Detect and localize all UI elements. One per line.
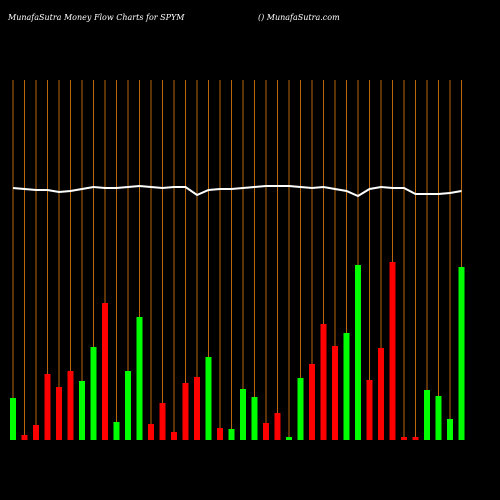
bar <box>205 357 212 440</box>
bar <box>251 397 258 440</box>
bar <box>171 432 177 440</box>
money-flow-line <box>12 184 462 198</box>
bar <box>159 403 166 440</box>
bar <box>136 317 143 440</box>
bar <box>10 398 16 440</box>
bar <box>343 333 350 440</box>
bar <box>286 437 292 440</box>
bar <box>401 437 407 440</box>
bar <box>67 371 74 440</box>
bar <box>21 435 28 440</box>
bar <box>90 347 97 440</box>
bar <box>297 378 304 440</box>
bar <box>366 380 373 440</box>
bar <box>240 389 246 440</box>
chart-title: MunafaSutra Money Flow Charts for SPYM <box>7 13 185 22</box>
bar <box>148 424 154 440</box>
bar <box>389 262 396 440</box>
bar <box>309 364 315 440</box>
bar <box>79 381 85 440</box>
bar <box>217 428 223 440</box>
bar <box>113 422 120 440</box>
bar <box>435 396 442 440</box>
bar <box>44 374 51 440</box>
bar <box>332 346 338 440</box>
bar <box>228 429 235 440</box>
bar <box>274 413 281 440</box>
bar <box>102 303 108 440</box>
bar <box>355 265 361 440</box>
bar <box>182 383 189 440</box>
bar <box>320 324 327 440</box>
bar <box>458 267 465 440</box>
bar <box>33 425 39 440</box>
bar <box>424 390 430 440</box>
bar <box>447 419 453 440</box>
bar <box>56 387 62 440</box>
bar <box>194 377 200 440</box>
bar <box>263 423 269 440</box>
bar <box>125 371 131 440</box>
bar <box>378 348 384 440</box>
chart-subtitle: () MunafaSutra.com <box>258 13 340 22</box>
bar <box>412 437 419 440</box>
